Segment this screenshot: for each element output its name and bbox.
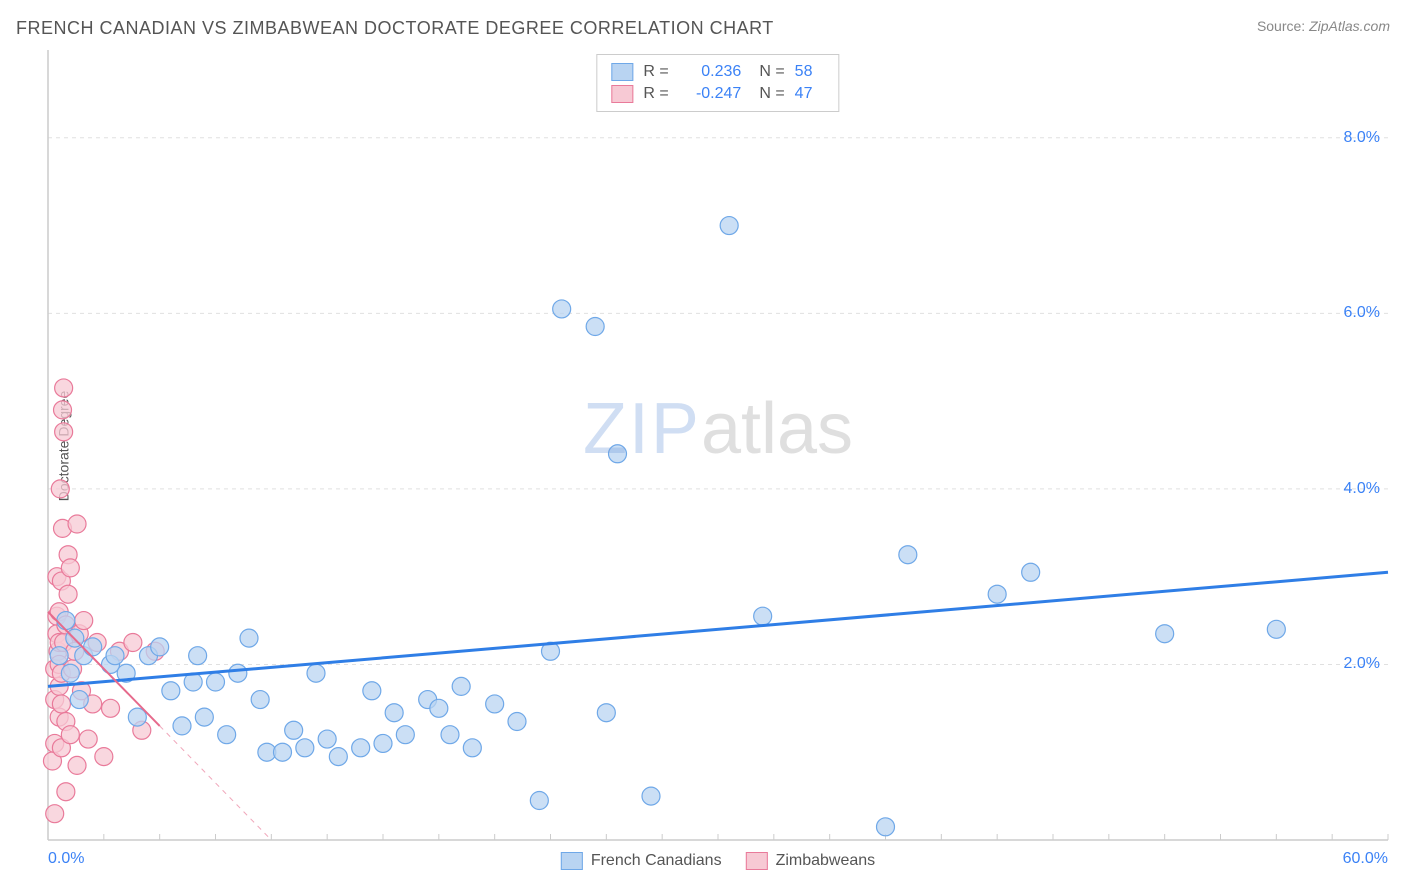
r-label-1: R = — [643, 63, 671, 81]
correlation-legend: R = 0.236 N = 58 R = -0.247 N = 47 — [596, 54, 839, 112]
swatch-series-1 — [611, 63, 633, 81]
legend-item-1: French Canadians — [561, 852, 722, 870]
y-tick: 8.0% — [1344, 129, 1380, 147]
source-credit: Source: ZipAtlas.com — [1257, 18, 1390, 34]
x-tick-max: 60.0% — [1343, 850, 1388, 868]
swatch-bottom-2 — [746, 852, 768, 870]
legend-row-1: R = 0.236 N = 58 — [611, 61, 824, 83]
legend-label-2: Zimbabweans — [776, 852, 876, 870]
legend-row-2: R = -0.247 N = 47 — [611, 83, 824, 105]
r-value-1: 0.236 — [681, 63, 741, 81]
x-tick-min: 0.0% — [48, 850, 84, 868]
n-value-2: 47 — [795, 85, 825, 103]
y-tick: 6.0% — [1344, 304, 1380, 322]
source-label: Source: — [1257, 18, 1305, 34]
legend-label-1: French Canadians — [591, 852, 722, 870]
legend-item-2: Zimbabweans — [746, 852, 876, 870]
plot-area: ZIPatlas R = 0.236 N = 58 R = -0.247 N =… — [48, 50, 1388, 840]
swatch-series-2 — [611, 85, 633, 103]
chart-svg — [48, 50, 1388, 840]
source-value: ZipAtlas.com — [1309, 18, 1390, 34]
n-value-1: 58 — [795, 63, 825, 81]
n-label-2: N = — [759, 85, 784, 103]
series-legend: French Canadians Zimbabweans — [561, 852, 875, 870]
r-value-2: -0.247 — [681, 85, 741, 103]
r-label-2: R = — [643, 85, 671, 103]
swatch-bottom-1 — [561, 852, 583, 870]
n-label-1: N = — [759, 63, 784, 81]
y-tick: 2.0% — [1344, 655, 1380, 673]
y-tick: 4.0% — [1344, 480, 1380, 498]
chart-title: FRENCH CANADIAN VS ZIMBABWEAN DOCTORATE … — [16, 18, 774, 39]
